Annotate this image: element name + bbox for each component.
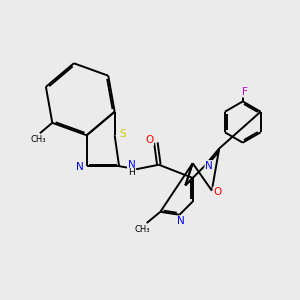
Text: H: H	[128, 168, 135, 177]
Text: S: S	[120, 129, 126, 139]
Text: N: N	[177, 216, 185, 226]
Text: CH₃: CH₃	[31, 135, 46, 144]
Text: CH₃: CH₃	[134, 225, 150, 234]
Text: F: F	[242, 87, 248, 97]
Text: N: N	[205, 160, 213, 171]
Text: N: N	[128, 160, 135, 170]
Text: N: N	[76, 162, 84, 172]
Text: O: O	[145, 135, 154, 145]
Text: O: O	[213, 187, 221, 197]
